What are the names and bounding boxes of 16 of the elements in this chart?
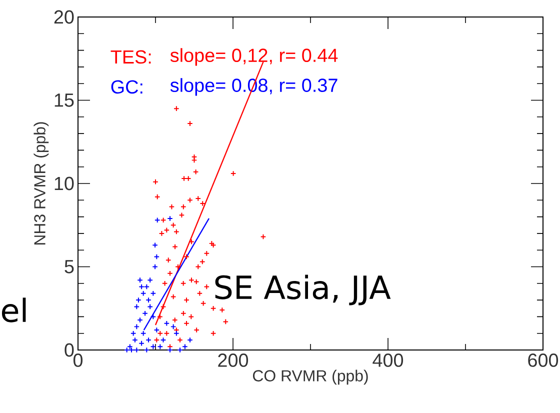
- y-tick-label: 0: [64, 343, 74, 357]
- text: GC:: [111, 80, 142, 94]
- x-axis-title: CO RVMR (ppb): [253, 370, 368, 385]
- y-tick-label: 20: [54, 10, 74, 24]
- annotation: SE Asia, JJA: [215, 274, 391, 306]
- x-tick-label: 0: [73, 354, 83, 367]
- y-axis-title: NH3 RVMR (ppb): [34, 122, 49, 244]
- y-tick-label: 15: [54, 94, 74, 107]
- x-tick-label: 200: [218, 354, 248, 367]
- y-tick-label: 5: [64, 260, 74, 274]
- x-tick-label: 600: [528, 354, 558, 367]
- y-tick-label: 10: [54, 176, 74, 190]
- x-tick-label: 400: [372, 354, 404, 367]
- text: TES:: [110, 50, 151, 64]
- text: el: [2, 298, 26, 322]
- annotation: slope= 0,12, r= 0.44: [170, 48, 338, 66]
